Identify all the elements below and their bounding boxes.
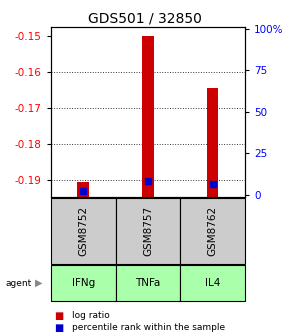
Text: GSM8762: GSM8762 — [208, 206, 218, 256]
Text: TNFa: TNFa — [135, 278, 161, 288]
Text: GDS501 / 32850: GDS501 / 32850 — [88, 12, 202, 26]
Text: GSM8757: GSM8757 — [143, 206, 153, 256]
Text: ■: ■ — [54, 323, 63, 333]
Bar — [142, 36, 154, 197]
Bar — [77, 182, 89, 197]
Bar — [207, 88, 218, 197]
Text: ▶: ▶ — [35, 278, 43, 288]
Text: percentile rank within the sample: percentile rank within the sample — [72, 323, 226, 332]
Text: ■: ■ — [54, 311, 63, 321]
Text: IFNg: IFNg — [72, 278, 95, 288]
Text: IL4: IL4 — [205, 278, 220, 288]
Text: GSM8752: GSM8752 — [78, 206, 88, 256]
Text: agent: agent — [6, 279, 32, 288]
Text: log ratio: log ratio — [72, 311, 110, 320]
